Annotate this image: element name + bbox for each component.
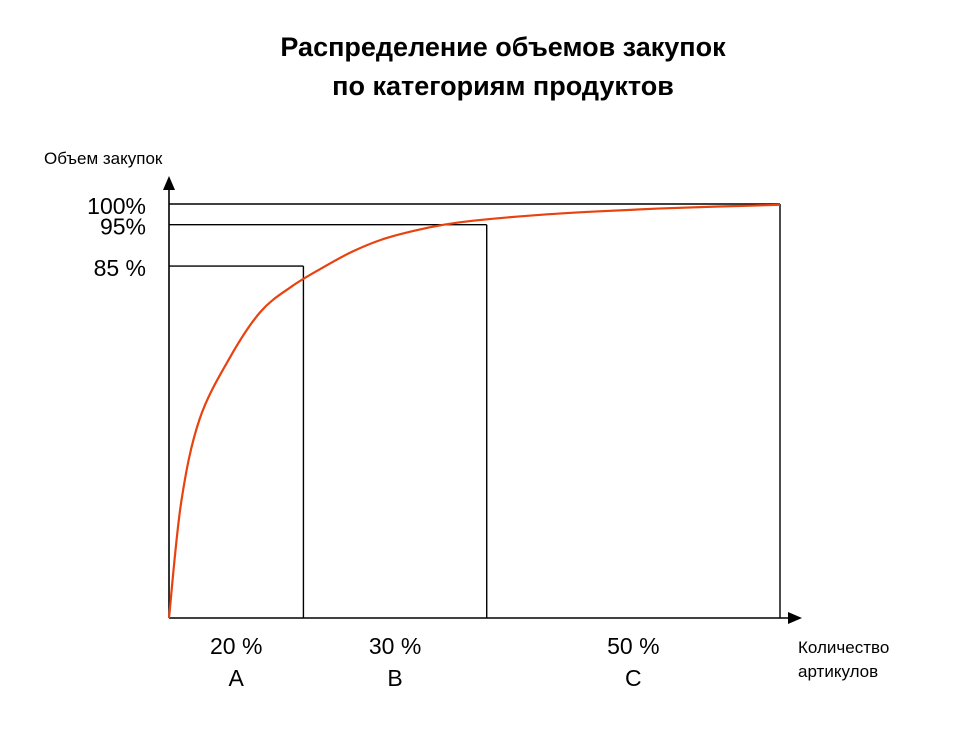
series-group (167, 203, 781, 619)
y-tick-label: 100% (87, 193, 146, 219)
y-axis-label: Объем закупок (44, 149, 163, 168)
segment-class-label: B (387, 665, 402, 691)
segment-percent-label: 30 % (369, 633, 421, 659)
guide-lines (169, 203, 781, 618)
y-tick-labels: 100%95% 85 % (87, 193, 146, 281)
y-tick-label: 85 % (94, 255, 146, 281)
x-axis-label-line-1: Количество (798, 638, 889, 657)
segment-percent-label: 50 % (607, 633, 659, 659)
y-tick-label: 95% (100, 214, 146, 240)
x-axis-arrow (788, 612, 802, 624)
x-axis-label-line-2: артикулов (798, 662, 878, 681)
chart-title-line-2: по категориям продуктов (332, 71, 674, 101)
segment-labels: 20 % A 30 % B 50 % C (210, 633, 660, 691)
segment-class-label: A (229, 665, 245, 691)
axes (163, 176, 802, 624)
segment-percent-label: 20 % (210, 633, 262, 659)
series-line-cumulative (167, 203, 781, 619)
chart-title-line-1: Распределение объемов закупок (280, 32, 726, 62)
y-axis-arrow (163, 176, 175, 190)
segment-class-label: C (625, 665, 642, 691)
chart-title: Распределение объемов закупок по категор… (280, 32, 726, 101)
